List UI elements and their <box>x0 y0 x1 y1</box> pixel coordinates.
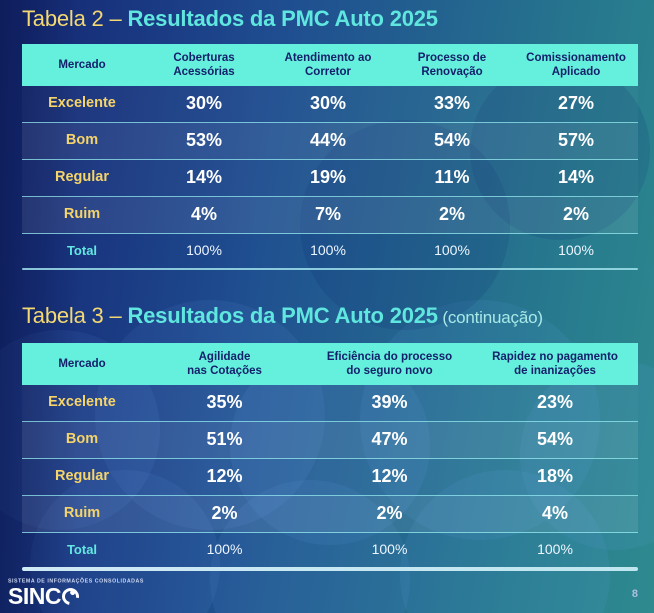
table1-header-atendimento: Atendimento ao Corretor <box>284 51 372 78</box>
cell-value: 14% <box>185 167 223 188</box>
cell-value: 54% <box>433 130 471 151</box>
cell-value: 7% <box>314 204 341 225</box>
row-label: Ruim <box>63 206 101 223</box>
table2-title: Tabela 3 – Resultados da PMC Auto 2025 (… <box>22 305 543 327</box>
logo-wordmark: SINC <box>8 583 96 609</box>
cell-value: 100% <box>371 541 408 558</box>
table2-header-row: Mercado Agilidade nas Cotações Eficiência… <box>22 343 638 385</box>
cell-value: 30% <box>309 93 347 114</box>
cell-value: 12% <box>206 466 243 487</box>
cell-value: 44% <box>309 130 347 151</box>
cell-value: 18% <box>536 466 574 487</box>
row-label: Regular <box>55 468 109 485</box>
cell-value: 2% <box>211 503 238 524</box>
cell-value: 100% <box>558 242 594 259</box>
table-row: Regular 12% 12% 18% <box>22 459 638 496</box>
slide-footer: SISTEMA DE INFORMAÇÕES CONSOLIDADAS SINC… <box>0 573 654 613</box>
cell-value: 100% <box>537 541 573 558</box>
row-label: Bom <box>65 431 99 448</box>
cell-value: 2% <box>562 204 589 225</box>
table-row-total: Total 100% 100% 100% <box>22 533 638 567</box>
page-number: 8 <box>631 588 638 600</box>
table2-header-eficiencia: Eficiência do processo do seguro novo <box>326 350 453 377</box>
cell-value: 4% <box>541 503 568 524</box>
table-row: Excelente 30% 30% 33% 27% <box>22 86 638 123</box>
row-label-total: Total <box>66 541 98 557</box>
cell-value: 30% <box>185 93 223 114</box>
table-row: Ruim 4% 7% 2% 2% <box>22 197 638 234</box>
table2-header-rapidez: Rapidez no pagamento de inanizações <box>492 350 618 377</box>
cell-value: 57% <box>557 130 595 151</box>
table1-header-coberturas: Coberturas Acessórias <box>173 51 235 78</box>
cell-value: 14% <box>557 167 595 188</box>
swirl-icon <box>58 584 83 609</box>
logo-tagline: SISTEMA DE INFORMAÇÕES CONSOLIDADAS <box>8 577 144 584</box>
table-row: Excelente 35% 39% 23% <box>22 385 638 422</box>
table-pmc-auto-2025-part2: Mercado Agilidade nas Cotações Eficiência… <box>22 343 638 571</box>
table-row: Ruim 2% 2% 4% <box>22 496 638 533</box>
table2-title-suffix: (continuação) <box>437 308 543 327</box>
cell-value: 2% <box>438 204 465 225</box>
table2-title-main: Resultados da PMC Auto 2025 <box>127 303 438 328</box>
cell-value: 100% <box>206 541 243 558</box>
cell-value: 100% <box>310 242 346 259</box>
cell-value: 35% <box>206 392 243 413</box>
row-label: Bom <box>65 132 99 149</box>
table1-header-comissionamento: Comissionamento Aplicado <box>526 51 626 78</box>
table1-title-prefix: Tabela 2 – <box>22 6 128 31</box>
cell-value: 12% <box>371 466 408 487</box>
cell-value: 27% <box>557 93 595 114</box>
row-label: Excelente <box>48 394 116 411</box>
table2-title-prefix: Tabela 3 – <box>22 303 128 328</box>
table-pmc-auto-2025-part1: Mercado Coberturas Acessórias Atendimento… <box>22 44 638 270</box>
cell-value: 47% <box>371 429 408 450</box>
table1-header-renovacao: Processo de Renovação <box>417 51 487 78</box>
table-row: Bom 51% 47% 54% <box>22 422 638 459</box>
logo-text: SINC <box>8 583 61 609</box>
table-row: Regular 14% 19% 11% 14% <box>22 160 638 197</box>
cell-value: 33% <box>433 93 471 114</box>
table1-title: Tabela 2 – Resultados da PMC Auto 2025 <box>22 8 438 30</box>
sinco-logo: SISTEMA DE INFORMAÇÕES CONSOLIDADAS SINC <box>8 578 143 609</box>
cell-value: 4% <box>190 204 217 225</box>
cell-value: 19% <box>309 167 347 188</box>
row-label: Excelente <box>48 95 116 112</box>
cell-value: 39% <box>371 392 408 413</box>
table1-header-mercado: Mercado <box>58 58 106 71</box>
table-row: Bom 53% 44% 54% 57% <box>22 123 638 160</box>
cell-value: 100% <box>186 242 222 259</box>
table1-title-main: Resultados da PMC Auto 2025 <box>127 6 438 31</box>
cell-value: 2% <box>376 503 403 524</box>
cell-value: 100% <box>434 242 470 259</box>
table2-header-agilidade: Agilidade nas Cotações <box>187 350 262 377</box>
table1-header-row: Mercado Coberturas Acessórias Atendimento… <box>22 44 638 86</box>
cell-value: 11% <box>434 167 470 188</box>
table2-bottom-rule <box>22 567 638 571</box>
cell-value: 23% <box>536 392 574 413</box>
cell-value: 53% <box>185 130 223 151</box>
table-row-total: Total 100% 100% 100% 100% <box>22 234 638 268</box>
row-label: Regular <box>55 169 109 186</box>
table2-header-mercado: Mercado <box>58 357 106 370</box>
table1-bottom-rule <box>22 268 638 270</box>
cell-value: 54% <box>536 429 574 450</box>
cell-value: 51% <box>206 429 243 450</box>
row-label-total: Total <box>66 242 98 258</box>
row-label: Ruim <box>63 505 101 522</box>
